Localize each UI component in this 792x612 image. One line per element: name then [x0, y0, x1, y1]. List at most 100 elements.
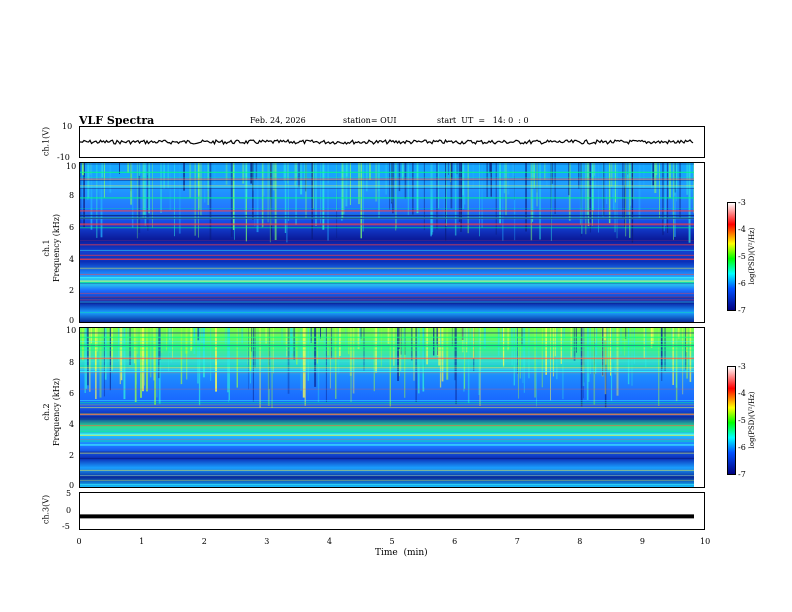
spectrogram-streak	[323, 328, 326, 354]
spectrogram-streak	[392, 163, 394, 214]
spectrogram-streak	[297, 163, 300, 176]
spectrogram-streak	[377, 328, 380, 350]
spectrogram-streak	[665, 163, 666, 226]
spectrogram-streak	[352, 328, 355, 394]
spectrogram-streak	[111, 328, 113, 357]
spectrogram-streak	[167, 163, 169, 189]
spectrogram-streak	[271, 163, 273, 180]
spectrogram-streak	[519, 328, 521, 379]
cbar2-tick-m3: -3	[738, 362, 746, 371]
spectrogram-band	[80, 344, 694, 346]
spectrogram-streak	[502, 163, 504, 241]
ch2-spec-ytick-8: 8	[69, 358, 75, 367]
spectrogram-band	[80, 413, 694, 416]
spectrogram-streak	[528, 328, 530, 379]
spectrogram-streak	[123, 328, 126, 400]
spectrogram-band	[80, 483, 694, 486]
x-tick-label: 2	[201, 537, 207, 546]
spectrogram-streak	[514, 163, 516, 241]
ch1-waveform-ylabel: ch.1(V)	[41, 126, 51, 157]
spectrogram-band	[80, 258, 694, 260]
spectrogram-band	[80, 336, 694, 339]
spectrogram-streak	[193, 328, 195, 340]
spectrogram-streak	[536, 163, 538, 207]
spectrogram-streak	[465, 328, 467, 342]
spectrogram-streak	[142, 163, 144, 219]
spectrogram-streak	[268, 163, 270, 191]
spectrogram-streak	[532, 163, 534, 222]
ch2-spectrogram-panel	[79, 327, 705, 488]
spectrogram-band	[80, 475, 694, 476]
spectrogram-streak	[401, 163, 404, 180]
spectrogram-streak	[391, 163, 392, 204]
spectrogram-band	[80, 178, 694, 180]
spectrogram-streak	[294, 163, 296, 186]
ch1-waveform-line	[80, 138, 694, 146]
spectrogram-streak	[119, 163, 120, 174]
spectrogram-streak	[300, 328, 302, 391]
ch2-spec-ylabel-freq: Frequency (kHz)	[52, 377, 61, 447]
spectrogram-streak	[512, 163, 514, 179]
spectrogram-band	[80, 254, 694, 256]
cbar1-tick-m6: -6	[738, 279, 746, 288]
spectrogram-streak	[245, 163, 247, 242]
spectrogram-streak	[230, 163, 233, 237]
spectrogram-streak	[349, 328, 352, 376]
spectrogram-streak	[436, 328, 438, 346]
spectrogram-band	[80, 244, 694, 246]
spectrogram-band	[80, 372, 694, 374]
spectrogram-streak	[532, 163, 534, 180]
ch1-spec-ylabel-freq: Frequency (kHz)	[52, 213, 61, 283]
spectrogram-band	[80, 227, 694, 229]
station-label: station= OUI	[343, 116, 397, 125]
spectrogram-streak	[186, 328, 188, 380]
spectrogram-streak	[604, 328, 606, 341]
spectrogram-streak	[533, 163, 535, 189]
ch1-spec-ylabel: ch.1 Frequency (kHz)	[42, 188, 62, 308]
spectrogram-band	[80, 400, 694, 401]
spectrogram-streak	[166, 328, 167, 351]
spectrogram-streak	[254, 328, 256, 368]
spectrogram-streak	[523, 328, 526, 367]
ch2-spec-ytick-0: 0	[69, 481, 75, 490]
spectrogram-streak	[156, 328, 158, 398]
spectrogram-streak	[660, 328, 663, 369]
spectrogram-streak	[627, 163, 629, 216]
spectrogram-streak	[518, 328, 519, 399]
spectrogram-streak	[458, 163, 461, 223]
spectrogram-streak	[516, 328, 518, 364]
spectrogram-streak	[291, 328, 293, 354]
spectrogram-streak	[134, 328, 135, 349]
spectrogram-streak	[305, 163, 307, 192]
spectrogram-streak	[250, 163, 252, 184]
spectrogram-streak	[159, 328, 161, 360]
ch1-spectrogram-panel	[79, 162, 705, 323]
spectrogram-streak	[119, 328, 121, 385]
spectrogram-band	[80, 418, 694, 420]
spectrogram-streak	[422, 328, 425, 392]
spectrogram-streak	[679, 163, 681, 219]
spectrogram-band	[80, 280, 694, 282]
spectrogram-streak	[510, 328, 512, 340]
spectrogram-streak	[339, 328, 341, 356]
spectrogram-streak	[513, 328, 515, 386]
cbar2-tick-m5: -5	[738, 416, 746, 425]
spectrogram-streak	[454, 328, 457, 381]
spectrogram-streak	[224, 328, 227, 345]
spectrogram-streak	[602, 163, 604, 217]
spectrogram-band	[80, 277, 694, 279]
spectrogram-edge	[694, 163, 704, 322]
spectrogram-streak	[659, 163, 660, 219]
spectrogram-streak	[190, 328, 192, 351]
spectrogram-streak	[375, 163, 378, 202]
spectrogram-streak	[104, 328, 107, 380]
spectrogram-streak	[198, 328, 201, 406]
spectrogram-streak	[133, 328, 136, 364]
spectrogram-streak	[380, 328, 382, 367]
spectrogram-streak	[579, 163, 581, 226]
spectrogram-streak	[272, 163, 275, 191]
spectrogram-streak	[685, 328, 687, 370]
spectrogram-streak	[330, 328, 333, 358]
spectrogram-streak	[150, 328, 152, 378]
ch2-colorbar	[727, 366, 736, 475]
